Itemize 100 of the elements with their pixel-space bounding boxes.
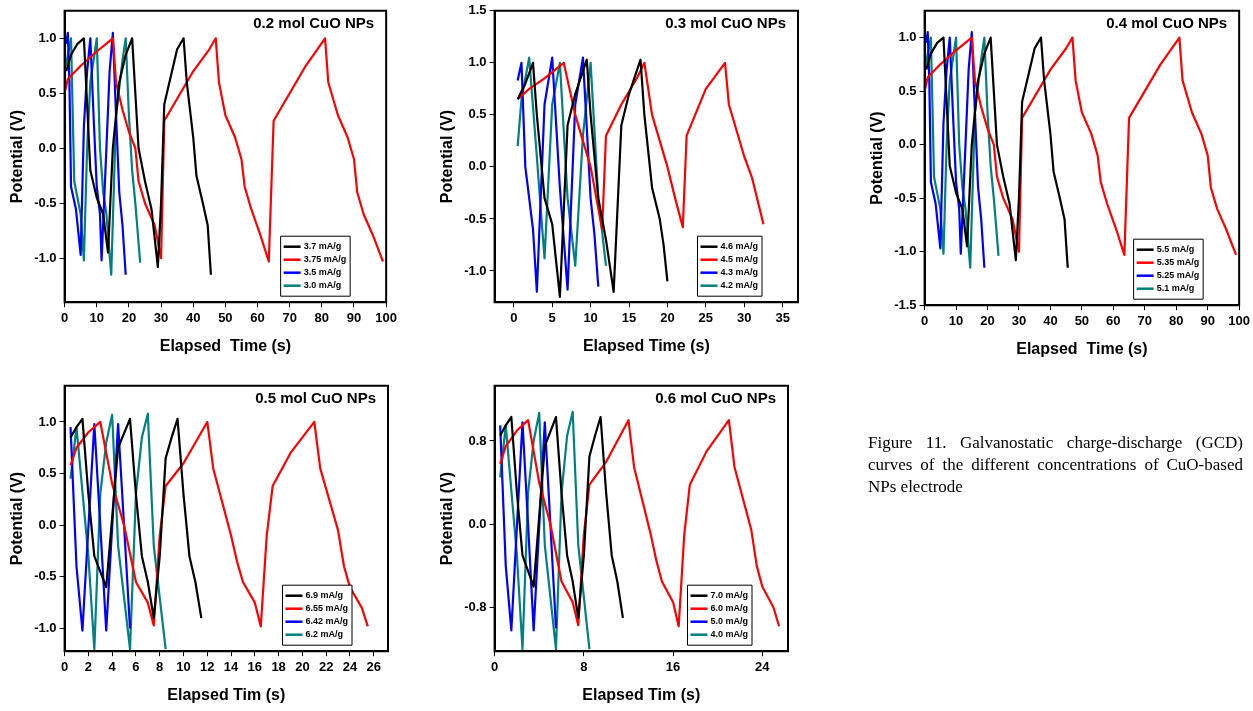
y-tick-label: 0.5 (898, 82, 917, 98)
x-tick-label: 26 (366, 658, 381, 674)
legend-label: 5.0 mA/g (710, 616, 748, 627)
y-tick-label: -1.0 (464, 262, 487, 278)
y-tick-label: 0.5 (468, 106, 487, 122)
x-tick-label: 15 (621, 309, 637, 325)
legend-label: 6.2 mA/g (305, 629, 343, 640)
legend-label: 7.0 mA/g (710, 590, 748, 601)
x-tick-label: 30 (1011, 312, 1027, 328)
x-tick-label: 90 (1200, 312, 1215, 328)
y-tick-label: 0.5 (38, 84, 57, 100)
legend-label: 5.25 mA/g (1156, 270, 1200, 281)
x-tick-label: 14 (223, 658, 240, 674)
chart-title: 0.6 mol CuO NPs (655, 389, 776, 407)
x-tick-label: 10 (583, 309, 598, 325)
x-tick-label: 8 (580, 658, 588, 674)
legend-label: 6.0 mA/g (710, 603, 748, 614)
x-tick-label: 70 (1137, 312, 1153, 328)
x-tick-label: 0 (490, 658, 499, 674)
x-tick-label: 2 (84, 658, 92, 674)
y-tick-label: -0.5 (894, 189, 917, 205)
y-axis-title: Potential (V) (438, 471, 456, 566)
x-tick-label: 100 (375, 309, 398, 325)
y-tick-label: 0.8 (468, 432, 487, 448)
y-tick-label: 1.0 (38, 29, 57, 45)
x-tick-label: 40 (185, 309, 201, 325)
y-tick-label: -0.5 (34, 194, 57, 210)
legend-label: 5.5 mA/g (1156, 244, 1195, 255)
y-tick-label: 1.0 (898, 29, 917, 45)
y-tick-label: -0.8 (464, 599, 487, 615)
caption: Figure 11. Galvanostatic charge-discharge (GCD) curves of the different concentrations of CuO-based NPs electrode (868, 432, 1243, 498)
chart-title: 0.5 mol CuO NPs (255, 389, 376, 407)
x-tick-label: 6 (132, 658, 140, 674)
x-tick-label: 60 (1106, 312, 1121, 328)
y-tick-label: 0.0 (468, 158, 487, 174)
y-axis-title: Potential (V) (868, 111, 886, 205)
legend-label: 4.0 mA/g (710, 629, 748, 640)
legend-label: 3.5 mA/g (303, 267, 342, 278)
x-tick-label: 100 (1228, 312, 1251, 328)
x-tick-label: 35 (775, 309, 790, 325)
x-axis-title: Elapsed Tim (s) (167, 685, 286, 703)
x-tick-label: 4 (108, 658, 117, 674)
x-axis-title: Elapsed Time (s) (1016, 339, 1148, 357)
x-tick-label: 20 (980, 312, 995, 328)
legend-label: 3.75 mA/g (303, 254, 347, 265)
legend-label: 4.2 mA/g (720, 280, 758, 291)
y-tick-label: 1.5 (468, 2, 487, 18)
x-tick-label: 80 (1169, 312, 1184, 328)
y-tick-label: -1.5 (894, 296, 917, 312)
x-tick-label: 0 (60, 658, 69, 674)
x-tick-label: 20 (660, 309, 675, 325)
chart-title: 0.3 mol CuO NPs (665, 14, 786, 32)
y-axis-title: Potential (V) (8, 471, 26, 566)
x-tick-label: 18 (271, 658, 286, 674)
x-tick-label: 80 (314, 309, 330, 325)
x-tick-label: 0 (510, 309, 518, 325)
y-axis-title: Potential (V) (438, 109, 456, 204)
y-tick-label: 1.0 (38, 413, 57, 429)
legend-label: 4.5 mA/g (720, 254, 758, 265)
x-tick-label: 25 (698, 309, 714, 325)
y-tick-label: 0.0 (38, 516, 57, 532)
x-tick-label: 10 (89, 309, 104, 325)
y-tick-label: 0.5 (38, 465, 57, 481)
legend-label: 4.3 mA/g (720, 267, 758, 278)
x-tick-label: 5 (548, 309, 556, 325)
legend-label: 5.35 mA/g (1156, 257, 1200, 268)
x-tick-label: 50 (218, 309, 233, 325)
x-tick-label: 30 (153, 309, 169, 325)
x-tick-label: 16 (665, 658, 681, 674)
x-tick-label: 22 (318, 658, 334, 674)
x-tick-label: 20 (121, 309, 137, 325)
y-tick-label: 1.0 (468, 54, 487, 70)
x-tick-label: 8 (156, 658, 164, 674)
y-tick-label: 0.0 (38, 139, 57, 155)
x-tick-label: 0 (920, 312, 929, 328)
legend-label: 4.6 mA/g (720, 241, 758, 252)
x-tick-label: 10 (176, 658, 191, 674)
chart-title: 0.4 mol CuO NPs (1106, 14, 1228, 32)
y-tick-label: -1.0 (34, 249, 57, 265)
y-tick-label: -0.5 (34, 568, 57, 584)
y-tick-label: -0.5 (464, 210, 487, 226)
x-tick-label: 70 (282, 309, 297, 325)
x-tick-label: 0 (60, 309, 69, 325)
x-tick-label: 40 (1043, 312, 1058, 328)
y-tick-label: 0.0 (468, 515, 487, 531)
x-tick-label: 50 (1074, 312, 1090, 328)
x-tick-label: 24 (342, 658, 358, 674)
legend-label: 6.55 mA/g (305, 603, 349, 614)
legend-label: 6.42 mA/g (305, 616, 349, 627)
x-axis-title: Elapsed Time (s) (159, 336, 292, 354)
legend-label: 3.7 mA/g (303, 241, 342, 252)
chart-title: 0.2 mol CuO NPs (253, 14, 375, 32)
y-tick-label: -1.0 (34, 620, 57, 636)
x-tick-label: 20 (295, 658, 310, 674)
x-tick-label: 10 (948, 312, 964, 328)
x-tick-label: 12 (200, 658, 215, 674)
y-tick-label: 0.0 (898, 136, 917, 152)
legend-label: 3.0 mA/g (303, 280, 342, 291)
x-tick-label: 24 (755, 658, 771, 674)
x-tick-label: 16 (247, 658, 263, 674)
